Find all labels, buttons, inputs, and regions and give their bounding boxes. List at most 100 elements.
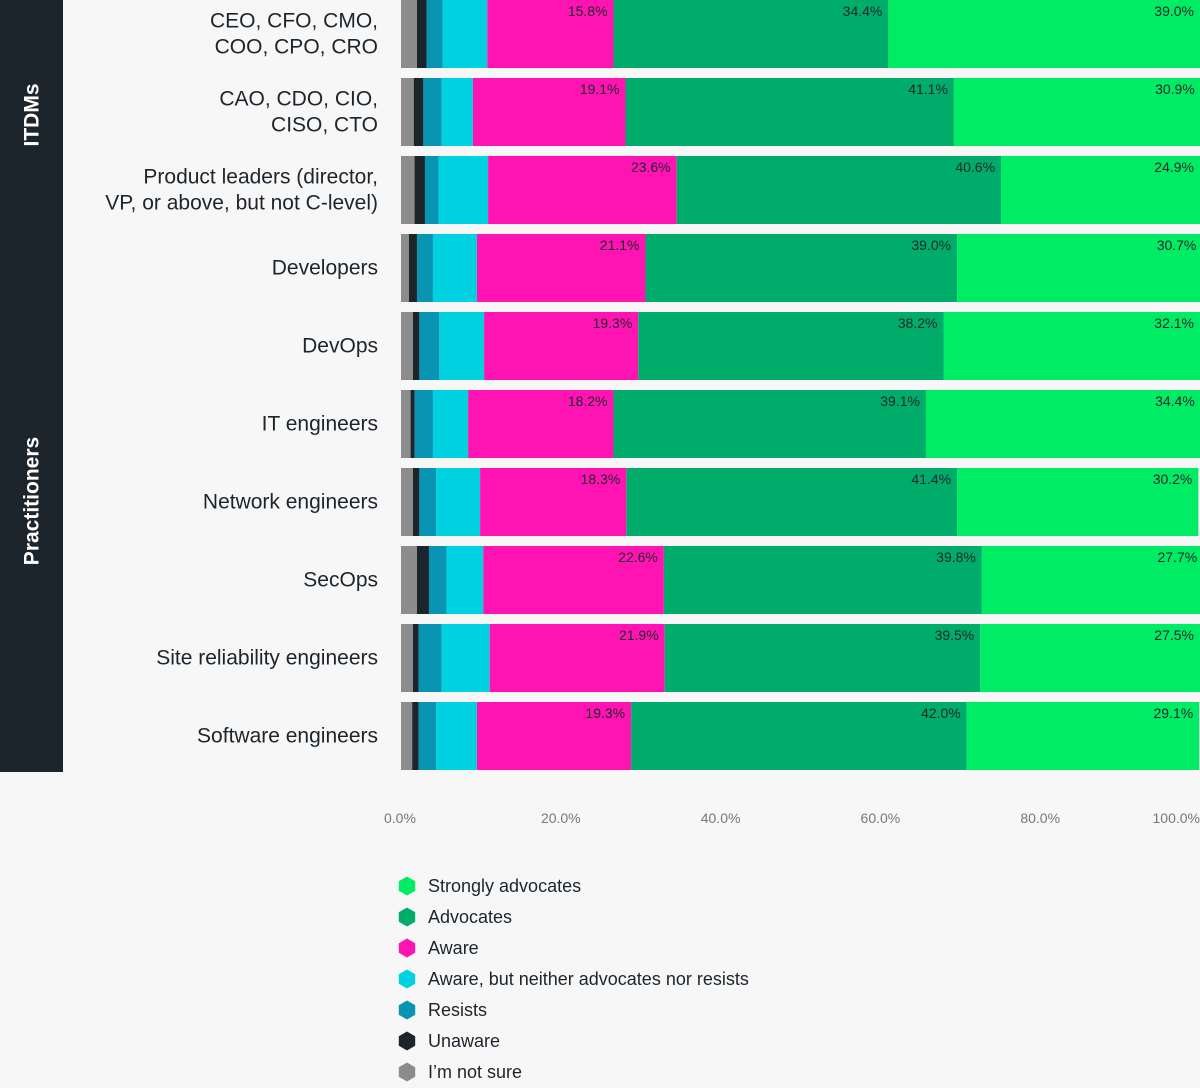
data-label: 18.2% [568,393,608,409]
bar-segment [489,624,665,692]
data-label: 34.4% [843,3,883,19]
bar-segment [1001,156,1200,224]
data-label: 24.9% [1154,159,1194,175]
bar-segment [664,624,981,692]
bar-segment [401,546,417,614]
data-label: 19.3% [585,705,625,721]
bar-segment [412,624,419,692]
bar-segment [468,390,614,458]
category-label: Product leaders (director, [143,166,378,189]
bar-segment [966,702,1200,770]
bar-segment [484,312,639,380]
bar-segment [638,312,944,380]
x-axis-ticks: 0.0% 20.0% 40.0% 60.0% 80.0% 100.0% [384,810,1200,826]
bar-segment [401,0,417,68]
bar-segment [626,468,958,536]
bar-segment [953,78,1200,146]
legend-label: Aware, but neither advocates nor resists [428,969,749,989]
bar-segment [436,702,477,770]
data-label: 18.3% [581,471,621,487]
bar-segment [423,78,442,146]
bars: 15.8% 34.4% 39.0% 19.1% 41.1% 30.9% 23.6% 40.6%… [401,0,1200,770]
bar-segment [401,468,413,536]
category-label: VP, or above, but not C-level) [105,192,378,215]
x-tick-label: 40.0% [701,810,741,826]
data-label: 39.0% [1154,3,1194,19]
bar-segment [442,0,488,68]
bar-segment [418,702,437,770]
legend-label: Resists [428,1000,487,1020]
data-label: 41.1% [908,81,948,97]
bar-segment [981,546,1200,614]
bar-segment [436,468,481,536]
bar-segment [428,546,447,614]
bar-segment [888,0,1200,68]
bar-segment [439,312,485,380]
bar-segment [412,468,420,536]
category-label: SecOps [303,569,378,592]
bar-segment [410,390,415,458]
data-label: 22.6% [618,549,658,565]
bar-segment [401,78,414,146]
bar-segment [476,702,632,770]
data-label: 34.4% [1155,393,1195,409]
legend: Strongly advocates Advocates Aware Aware, b… [398,876,749,1082]
bar-segment [419,468,437,536]
x-tick-label: 80.0% [1020,810,1060,826]
category-labels: CEO, CFO, CMO, COO, CPO, CRO CAO, CDO, CIO… [105,10,378,748]
bar-segment [663,546,982,614]
bar-segment [613,0,889,68]
bar-segment [413,78,424,146]
legend-label: Advocates [428,907,512,927]
bar-segment [476,234,646,302]
bar-segment [925,390,1200,458]
bar-segment [416,546,429,614]
data-label: 32.1% [1154,315,1194,331]
bar-segment [401,624,413,692]
x-tick-label: 100.0% [1153,810,1200,826]
data-label: 30.2% [1153,471,1193,487]
data-label: 39.0% [911,237,951,253]
data-label: 30.9% [1155,81,1195,97]
bar-segment [613,390,926,458]
data-label: 41.4% [911,471,951,487]
data-label: 19.1% [580,81,620,97]
data-label: 38.2% [898,315,938,331]
bar-segment [412,702,419,770]
bar-segment [446,546,484,614]
legend-label: Strongly advocates [428,876,581,896]
bar-segment [426,0,443,68]
bar-segment [401,390,411,458]
category-label: CISO, CTO [271,114,378,137]
bar-segment [438,156,489,224]
bar-segment [480,468,627,536]
bar-segment [943,312,1200,380]
group-label-1: Practitioners [21,437,44,565]
bar-segment [980,624,1200,692]
x-tick-label: 60.0% [861,810,901,826]
bar-segment [401,312,413,380]
legend-label: I’m not sure [428,1062,522,1082]
bar-segment [414,156,425,224]
bar-segment [488,156,677,224]
data-label: 23.6% [631,159,671,175]
bar-segment [676,156,1002,224]
group-band-1 [0,230,63,772]
bar-segment [401,234,409,302]
bar-segment [487,0,614,68]
data-label: 39.5% [935,627,975,643]
category-label: CEO, CFO, CMO, [210,10,378,33]
bar-segment [625,78,954,146]
category-label: DevOps [302,335,378,358]
data-label: 27.7% [1157,549,1197,565]
bar-segment [957,468,1199,536]
x-tick-label: 0.0% [384,810,416,826]
group-label-0: ITDMs [21,84,44,147]
legend-swatch [398,907,416,927]
data-label: 42.0% [921,705,961,721]
data-label: 30.7% [1157,237,1197,253]
category-label: Developers [272,257,378,280]
data-label: 21.9% [619,627,659,643]
category-label: Site reliability engineers [156,647,378,670]
category-label: Software engineers [197,725,378,748]
